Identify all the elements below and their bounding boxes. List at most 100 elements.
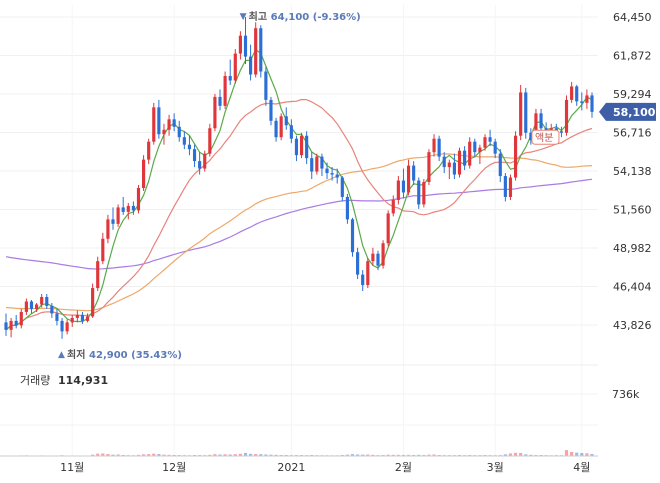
split-marker[interactable]: 액분: [531, 129, 560, 145]
candle[interactable]: [473, 138, 477, 157]
candle[interactable]: [350, 217, 355, 257]
volume-bar[interactable]: [575, 452, 579, 456]
candle[interactable]: [249, 44, 253, 81]
volume-bar[interactable]: [228, 454, 232, 456]
candle[interactable]: [223, 71, 227, 109]
candle[interactable]: [14, 314, 18, 329]
volume-bar[interactable]: [101, 453, 105, 456]
volume-bar[interactable]: [361, 454, 365, 456]
candle[interactable]: [116, 204, 120, 227]
candle[interactable]: [590, 92, 594, 118]
volume-bar[interactable]: [269, 454, 273, 456]
candle[interactable]: [325, 162, 329, 180]
candle[interactable]: [75, 310, 79, 323]
candlesticks[interactable]: [4, 17, 594, 339]
volume-bar[interactable]: [524, 454, 528, 456]
candle[interactable]: [254, 22, 258, 78]
candle[interactable]: [264, 67, 268, 106]
candle[interactable]: [182, 131, 186, 150]
volume-bar[interactable]: [111, 454, 115, 456]
candle[interactable]: [320, 153, 324, 177]
candle[interactable]: [437, 135, 441, 162]
candle[interactable]: [233, 49, 237, 84]
candle[interactable]: [34, 302, 39, 312]
candle[interactable]: [513, 131, 518, 181]
candle[interactable]: [356, 247, 360, 280]
candle[interactable]: [432, 134, 436, 157]
volume-bar[interactable]: [264, 454, 268, 456]
candle[interactable]: [19, 308, 23, 329]
candle[interactable]: [417, 177, 421, 209]
volume-bar[interactable]: [233, 454, 237, 456]
candle[interactable]: [559, 126, 564, 138]
volume-bar[interactable]: [167, 454, 171, 456]
candle[interactable]: [564, 95, 569, 136]
candle[interactable]: [96, 256, 100, 292]
candle[interactable]: [498, 149, 502, 183]
candle[interactable]: [279, 113, 283, 141]
volume-bar[interactable]: [371, 454, 375, 456]
candle[interactable]: [131, 201, 135, 215]
candle[interactable]: [55, 308, 59, 326]
candle[interactable]: [310, 152, 314, 180]
volume-bar[interactable]: [218, 454, 222, 456]
volume-bar[interactable]: [259, 454, 263, 456]
volume-bar[interactable]: [249, 453, 253, 456]
candle[interactable]: [136, 185, 141, 214]
candle[interactable]: [585, 89, 589, 109]
volume-bar[interactable]: [106, 453, 110, 456]
volume-bar[interactable]: [519, 452, 523, 456]
candle[interactable]: [366, 258, 370, 289]
candle[interactable]: [101, 232, 105, 265]
volume-bar[interactable]: [254, 453, 258, 456]
volume-bar[interactable]: [152, 453, 156, 456]
volume-bar[interactable]: [172, 454, 176, 456]
candle[interactable]: [452, 153, 456, 180]
volume-bar[interactable]: [192, 454, 197, 456]
volume-bar[interactable]: [580, 452, 584, 456]
candle[interactable]: [172, 113, 176, 132]
candle[interactable]: [315, 153, 319, 175]
candle[interactable]: [152, 102, 156, 145]
candle[interactable]: [335, 168, 339, 184]
candle[interactable]: [243, 17, 248, 65]
volume-bar[interactable]: [381, 454, 385, 456]
candle[interactable]: [238, 31, 242, 60]
candle[interactable]: [50, 302, 54, 318]
candle[interactable]: [80, 311, 85, 324]
volume-bar[interactable]: [386, 454, 390, 456]
candle[interactable]: [478, 144, 482, 165]
volume-bar[interactable]: [590, 453, 594, 456]
volume-bar[interactable]: [570, 451, 574, 456]
candle[interactable]: [519, 84, 523, 141]
candle[interactable]: [60, 317, 64, 339]
volume-bar[interactable]: [208, 454, 212, 456]
candle[interactable]: [289, 119, 293, 144]
volume-bar[interactable]: [345, 454, 349, 456]
candle[interactable]: [447, 159, 451, 180]
candle[interactable]: [4, 313, 8, 336]
candle[interactable]: [412, 161, 416, 186]
candle[interactable]: [508, 174, 513, 200]
candle[interactable]: [228, 59, 232, 85]
candle[interactable]: [386, 210, 390, 247]
candle[interactable]: [299, 132, 304, 159]
candle[interactable]: [177, 120, 181, 142]
candle[interactable]: [401, 168, 406, 199]
volume-bar[interactable]: [142, 454, 146, 456]
volume-bar[interactable]: [284, 454, 288, 456]
volume-bar[interactable]: [243, 452, 248, 456]
candle[interactable]: [213, 93, 217, 132]
candle[interactable]: [503, 173, 507, 202]
candle[interactable]: [259, 25, 263, 78]
candle[interactable]: [70, 314, 74, 327]
volume-bar[interactable]: [427, 454, 431, 456]
candle[interactable]: [305, 131, 309, 165]
volume-bar[interactable]: [437, 454, 441, 456]
candle[interactable]: [529, 128, 533, 145]
candle[interactable]: [457, 147, 462, 178]
volume-bar[interactable]: [121, 454, 125, 456]
volume-bar[interactable]: [539, 454, 543, 456]
candle[interactable]: [575, 84, 579, 106]
